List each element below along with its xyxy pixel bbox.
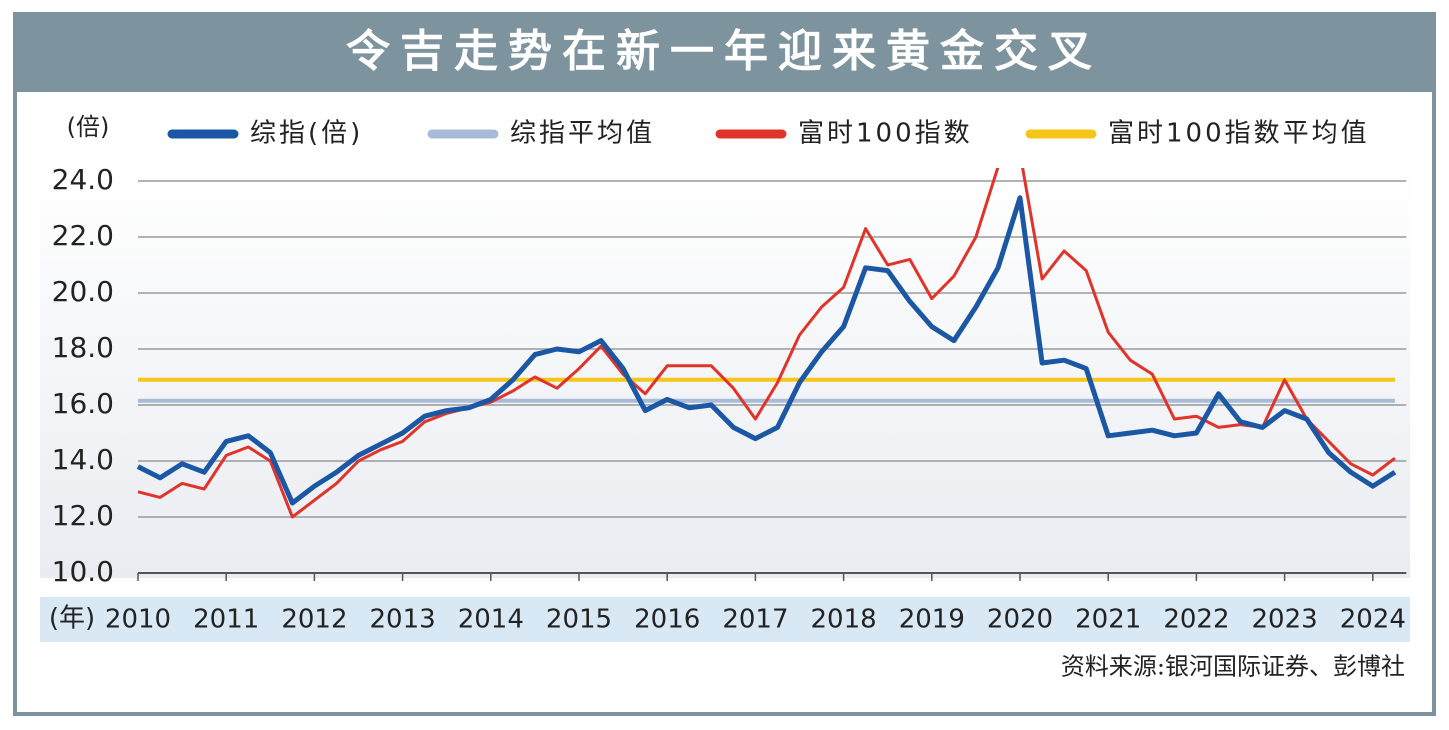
y-tick-label: 24.0 (52, 163, 114, 196)
x-tick-label: 2024 (1340, 605, 1406, 635)
x-tick-label: 2020 (987, 605, 1053, 635)
source: 资料来源:银河国际证券、彭博社 (1061, 653, 1405, 681)
x-tick-label: 2010 (105, 605, 171, 635)
y-tick-label: 20.0 (52, 275, 114, 308)
x-tick-label: 2018 (811, 605, 877, 635)
y-tick-label: 16.0 (52, 387, 114, 420)
y-tick-label: 14.0 (52, 443, 114, 476)
x-tick-label: 2019 (899, 605, 965, 635)
legend-label: 富时100指数平均值 (1108, 119, 1370, 149)
x-unit: (年) (49, 604, 95, 634)
series-line (136, 195, 1397, 506)
title-bar (15, 14, 1434, 92)
y-tick-label: 10.0 (52, 555, 114, 588)
legend-label: 综指平均值 (510, 119, 655, 149)
y-unit: (倍) (67, 113, 110, 141)
chart-title: 令吉走势在新一年迎来黄金交叉 (346, 26, 1102, 77)
x-tick-label: 2011 (193, 605, 259, 635)
x-tick-label: 2022 (1163, 605, 1229, 635)
grid: 10.0 12.0 14.0 16.0 18.0 20.0 22.0 24.0 2010 2011… (52, 163, 1407, 635)
x-tick-label: 2023 (1252, 605, 1318, 635)
x-tick-label: 2012 (281, 605, 347, 635)
y-tick-label: 18.0 (52, 331, 114, 364)
x-tick-label: 2016 (634, 605, 700, 635)
series-line (137, 168, 1396, 519)
legend: 综指(倍) 综指平均值 富时100指数 富时100指数平均值 (167, 119, 1370, 149)
y-tick-label: 12.0 (52, 499, 114, 532)
legend-label: 综指(倍) (250, 119, 363, 149)
x-tick-label: 2017 (722, 605, 788, 635)
y-tick-label: 22.0 (52, 219, 114, 252)
x-tick-label: 2013 (370, 605, 436, 635)
x-axis-band (40, 597, 1410, 642)
x-tick-label: 2014 (458, 605, 524, 635)
legend-label: 富时100指数 (798, 119, 973, 149)
x-tick-label: 2015 (546, 605, 612, 635)
x-tick-label: 2021 (1075, 605, 1141, 635)
plot-lines (136, 168, 1397, 519)
